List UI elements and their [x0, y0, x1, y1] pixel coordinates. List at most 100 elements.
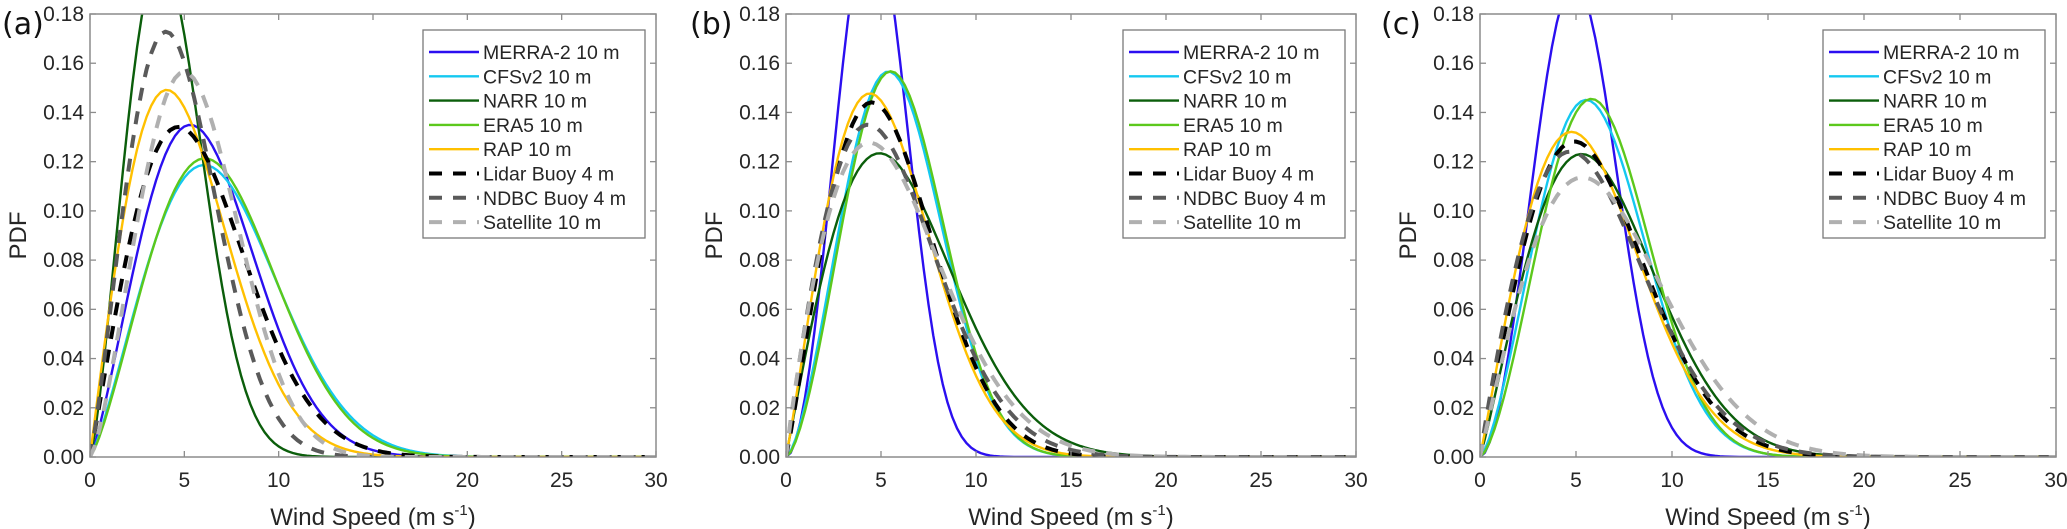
series-line-ndbc-buoy-4-m — [786, 122, 1356, 457]
x-axis-title: Wind Speed (m s-1) — [270, 502, 475, 529]
legend-item: RAP 10 m — [1829, 139, 1972, 161]
x-tick-label: 25 — [550, 469, 573, 492]
legend-label: NDBC Buoy 4 m — [1183, 188, 1326, 210]
x-tick-label: 10 — [964, 469, 987, 492]
y-tick-label: 0.10 — [739, 200, 780, 223]
legend-item: Lidar Buoy 4 m — [429, 164, 614, 186]
y-tick-label: 0.04 — [1433, 348, 1474, 371]
legend-label: RAP 10 m — [483, 139, 572, 161]
y-axis-title: PDF — [701, 212, 728, 260]
y-tick-label: 0.06 — [43, 298, 84, 321]
legend-item: NDBC Buoy 4 m — [1129, 188, 1326, 210]
y-tick-label: 0.18 — [1433, 3, 1474, 26]
x-axis-title: Wind Speed (m s-1) — [968, 502, 1173, 529]
x-axis-title: Wind Speed (m s-1) — [1665, 502, 1870, 529]
legend-label: MERRA-2 10 m — [1883, 42, 2020, 64]
legend-item: Satellite 10 m — [1129, 212, 1301, 234]
legend-item: CFSv2 10 m — [429, 66, 591, 88]
series-line-narr-10-m — [1480, 152, 2056, 457]
y-tick-label: 0.14 — [739, 101, 780, 124]
y-tick-label: 0.00 — [1433, 446, 1474, 469]
y-tick-label: 0.16 — [739, 52, 780, 75]
legend-label: NARR 10 m — [483, 91, 587, 113]
x-tick-label: 10 — [267, 469, 290, 492]
x-tick-label: 5 — [1570, 469, 1582, 492]
series-line-lidar-buoy-4-m — [1480, 139, 2056, 457]
legend-label: Lidar Buoy 4 m — [483, 164, 614, 186]
y-tick-label: 0.18 — [43, 3, 84, 26]
legend-box — [422, 29, 646, 239]
legend-label: Satellite 10 m — [483, 212, 601, 234]
legend-label: NARR 10 m — [1883, 91, 1987, 113]
y-tick-label: 0.12 — [739, 151, 780, 174]
legend-item: Lidar Buoy 4 m — [1129, 164, 1314, 186]
legend-label: ERA5 10 m — [1183, 115, 1283, 137]
legend-item: CFSv2 10 m — [1129, 66, 1291, 88]
panel-label: (c) — [1381, 7, 1421, 42]
y-tick-label: 0.02 — [43, 397, 84, 420]
panel-c: (c) 0 5 10 15 20 25 30 0.00 0.02 0.04 0.06 0.08 0.10 0… — [1381, 3, 2067, 529]
legend-item: CFSv2 10 m — [1829, 66, 1991, 88]
legend-item: NDBC Buoy 4 m — [429, 188, 626, 210]
x-axis-title-text: Wind Speed (m s — [968, 504, 1152, 529]
y-tick-label: 0.12 — [1433, 151, 1474, 174]
x-axis-title-text: Wind Speed (m s — [270, 504, 454, 529]
panel-label: (b) — [690, 7, 732, 42]
x-axis-title-superscript: -1 — [1152, 502, 1165, 519]
x-tick-label: 0 — [84, 469, 96, 492]
legend-label: Lidar Buoy 4 m — [1183, 164, 1314, 186]
y-tick-label: 0.14 — [1433, 101, 1474, 124]
y-tick-label: 0.10 — [43, 200, 84, 223]
x-tick-label: 0 — [1474, 469, 1486, 492]
legend-label: Lidar Buoy 4 m — [1883, 164, 2014, 186]
x-axis-title-superscript: -1 — [454, 502, 467, 519]
legend-label: Satellite 10 m — [1883, 212, 2001, 234]
panel-a: (a) 0 5 10 15 20 25 30 0.00 0.02 0.04 0.06 0.08 0.10 0… — [2, 3, 668, 529]
x-tick-label: 30 — [644, 469, 667, 492]
y-tick-label: 0.06 — [739, 298, 780, 321]
legend-item: MERRA-2 10 m — [429, 42, 620, 64]
y-tick-label: 0.02 — [739, 397, 780, 420]
y-tick-label: 0.12 — [43, 151, 84, 174]
x-axis-title-superscript: -1 — [1849, 502, 1862, 519]
y-tick-label: 0.16 — [43, 52, 84, 75]
y-tick-label: 0.08 — [739, 249, 780, 272]
legend-label: RAP 10 m — [1183, 139, 1272, 161]
legend-item: NARR 10 m — [1129, 91, 1287, 113]
series-line-era5-10-m — [90, 157, 656, 457]
legend-label: NDBC Buoy 4 m — [1883, 188, 2026, 210]
legend-label: NARR 10 m — [1183, 91, 1287, 113]
y-tick-label: 0.02 — [1433, 397, 1474, 420]
x-tick-label: 25 — [1948, 469, 1971, 492]
x-tick-label: 10 — [1660, 469, 1683, 492]
panel-label: (a) — [2, 7, 44, 42]
x-tick-label: 20 — [1154, 469, 1177, 492]
legend-item: Lidar Buoy 4 m — [1829, 164, 2014, 186]
series-line-narr-10-m — [90, 14, 656, 457]
legend-label: CFSv2 10 m — [1183, 66, 1291, 88]
legend-label: ERA5 10 m — [483, 115, 583, 137]
y-tick-label: 0.04 — [739, 348, 780, 371]
legend-label: RAP 10 m — [1883, 139, 1972, 161]
y-tick-label: 0.14 — [43, 101, 84, 124]
x-axis-title-close: ) — [1166, 504, 1174, 529]
x-tick-label: 15 — [1756, 469, 1779, 492]
x-tick-label: 30 — [2044, 469, 2067, 492]
legend-item: ERA5 10 m — [1129, 115, 1283, 137]
legend-box — [1122, 29, 1346, 239]
y-tick-label: 0.16 — [1433, 52, 1474, 75]
y-tick-label: 0.08 — [1433, 249, 1474, 272]
legend-item: MERRA-2 10 m — [1129, 42, 1320, 64]
y-axis-title: PDF — [5, 212, 32, 260]
legend-label: MERRA-2 10 m — [483, 42, 620, 64]
x-axis-title-close: ) — [468, 504, 476, 529]
y-tick-label: 0.06 — [1433, 298, 1474, 321]
legend-item: ERA5 10 m — [1829, 115, 1983, 137]
legend-item: Satellite 10 m — [429, 212, 601, 234]
legend-item: RAP 10 m — [1129, 139, 1272, 161]
legend-box — [1822, 29, 2046, 239]
series-line-rap-10-m — [1480, 130, 2056, 457]
